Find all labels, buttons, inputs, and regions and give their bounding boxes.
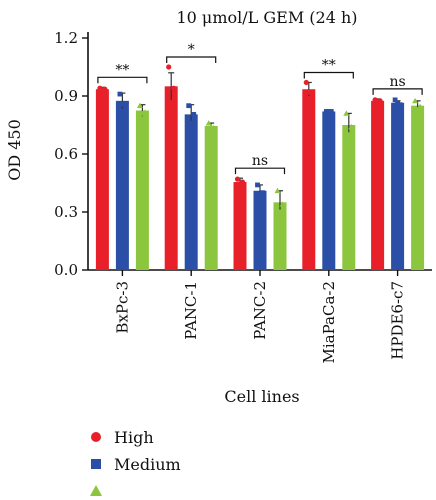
y-tick-label: 0.3 (54, 203, 78, 221)
significance-label: ** (322, 57, 336, 73)
legend: High Medium (90, 428, 181, 496)
legend-marker-square (91, 459, 101, 469)
data-point (348, 123, 355, 130)
x-tick-label: HPDE6-c7 (389, 281, 407, 360)
data-point (326, 109, 332, 114)
bar (411, 105, 425, 271)
legend-marker-circle (91, 432, 101, 442)
data-point (141, 109, 148, 115)
bar (204, 125, 218, 270)
significance-bracket (166, 56, 217, 63)
data-point (166, 64, 172, 70)
data-point (308, 90, 314, 96)
bar (164, 86, 178, 270)
significance-bracket (303, 71, 354, 79)
data-point (102, 86, 108, 92)
data-point (323, 109, 329, 114)
x-tick-label: BxPc-3 (113, 281, 131, 334)
y-axis-ticks: 0.0 0.3 0.6 0.9 1.2 (54, 29, 88, 279)
data-point (303, 79, 309, 86)
data-point (345, 131, 352, 138)
data-point (412, 97, 419, 104)
data-point (191, 111, 197, 117)
bar (342, 125, 356, 270)
data-point (274, 187, 281, 194)
bar (184, 114, 198, 270)
data-point (257, 192, 263, 197)
bar (115, 100, 129, 270)
x-tick-label: MiaPaCa-2 (320, 281, 338, 364)
data-point (392, 97, 398, 103)
data-point (186, 103, 192, 109)
chart-title: 10 μmol/L GEM (24 h) (176, 8, 357, 27)
y-tick-label: 0.9 (54, 87, 78, 105)
data-point (414, 106, 421, 112)
data-point (122, 102, 128, 108)
data-point (239, 179, 246, 185)
data-point (328, 109, 334, 114)
y-tick-label: 0.6 (54, 145, 78, 163)
y-tick-label: 1.2 (54, 29, 78, 47)
bar (371, 100, 385, 270)
bar (302, 89, 316, 270)
significance-brackets: ***ns**ns (97, 42, 423, 175)
significance-bracket (97, 76, 148, 84)
bar (253, 190, 267, 270)
data-point (234, 176, 241, 182)
data-point (188, 120, 194, 126)
bar (322, 111, 336, 270)
legend-label: Medium (114, 455, 181, 474)
bar (273, 202, 287, 270)
significance-bracket (372, 88, 423, 95)
data-point (136, 102, 143, 109)
bar (95, 89, 109, 270)
data-point (171, 85, 177, 91)
data-point (205, 120, 212, 126)
bar (135, 110, 149, 270)
y-axis-label: OD 450 (5, 119, 24, 181)
data-point (279, 201, 286, 207)
data-point (117, 91, 123, 97)
x-axis-label: Cell lines (224, 387, 299, 406)
data-point (277, 209, 283, 215)
bar (391, 102, 405, 271)
bars (95, 72, 425, 271)
significance-label: ns (252, 153, 268, 169)
x-axis-ticks: BxPc-3 PANC-1 PANC-2 MiaPaCa-2 HPDE6-c7 (113, 270, 407, 364)
data-point (210, 124, 217, 131)
data-point (395, 101, 400, 107)
data-point (168, 101, 174, 107)
significance-label: ** (115, 62, 129, 78)
legend-marker-triangle (90, 485, 102, 496)
data-point (255, 182, 260, 188)
data-point (377, 98, 383, 104)
x-tick-label: PANC-2 (251, 281, 269, 340)
data-point (260, 190, 265, 196)
data-point (417, 103, 424, 110)
significance-bracket (234, 167, 286, 175)
data-points (97, 64, 424, 215)
legend-label: High (114, 428, 154, 447)
bar (233, 182, 247, 270)
significance-label: * (188, 42, 195, 58)
y-tick-label: 0.0 (54, 261, 78, 279)
x-tick-label: PANC-1 (182, 281, 200, 340)
data-point (343, 110, 350, 116)
data-point (397, 102, 403, 108)
data-point (120, 101, 125, 107)
significance-label: ns (389, 74, 405, 90)
